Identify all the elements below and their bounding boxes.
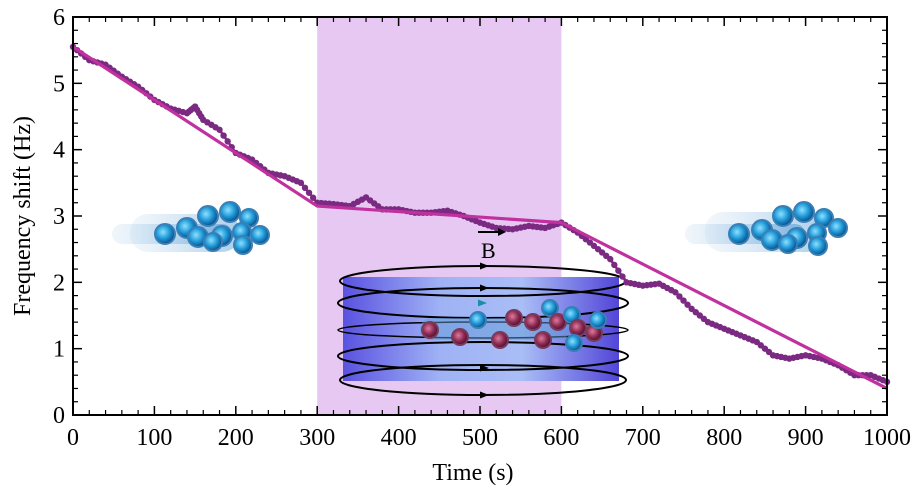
x-tick-label: 100 — [136, 425, 172, 451]
x-axis-label: Time (s) — [432, 460, 513, 486]
y-axis-label: Frequency shift (Hz) — [10, 116, 36, 316]
measured-data-point — [615, 267, 622, 274]
series-layer — [69, 43, 891, 390]
fit-series-line — [72, 45, 888, 390]
b-field-label: B — [481, 238, 496, 263]
atom-cloud-left-illustration — [112, 201, 270, 255]
measured-data-point — [309, 194, 317, 201]
x-tick-label: 800 — [706, 425, 742, 451]
measured-data-point — [220, 132, 227, 139]
x-tick-label: 600 — [543, 425, 579, 451]
measured-data-point — [676, 293, 683, 300]
y-tick-label: 1 — [53, 337, 65, 363]
axes: 0 100 200 300 400 500 600 700 800 900 1000 0 1 2 3 4 5 6 — [53, 5, 911, 451]
y-tick-label: 4 — [53, 138, 65, 164]
plot-area: B — [69, 17, 891, 415]
measured-data-point — [619, 273, 626, 280]
y-tick-label: 3 — [53, 204, 65, 230]
x-tick-label: 900 — [788, 425, 824, 451]
y-tick-label: 5 — [53, 71, 65, 97]
atom-cloud-right-illustration — [685, 201, 848, 256]
x-tick-label: 0 — [67, 425, 79, 451]
x-tick-label: 500 — [462, 425, 498, 451]
measured-data-point — [607, 255, 614, 263]
b-field-annotation: B — [478, 228, 506, 263]
measured-data-point — [680, 297, 687, 304]
x-tick-label: 300 — [299, 425, 335, 451]
measured-data-point — [611, 261, 618, 269]
measured-data-point — [301, 184, 309, 192]
y-tick-label: 2 — [53, 270, 65, 296]
measured-data-point — [216, 126, 223, 133]
measured-data-point — [224, 138, 231, 145]
x-tick-label: 400 — [381, 425, 417, 451]
coil-cylinder-illustration — [337, 262, 629, 399]
y-tick-label: 6 — [53, 5, 65, 31]
measured-data-point — [684, 301, 691, 308]
y-tick-label: 0 — [53, 403, 65, 429]
measured-data-point — [672, 289, 679, 296]
x-tick-label: 700 — [625, 425, 661, 451]
x-tick-label: 200 — [218, 425, 254, 451]
measured-data-point — [297, 179, 305, 187]
x-tick-label: 1000 — [863, 425, 911, 451]
measured-data-point — [305, 189, 313, 196]
